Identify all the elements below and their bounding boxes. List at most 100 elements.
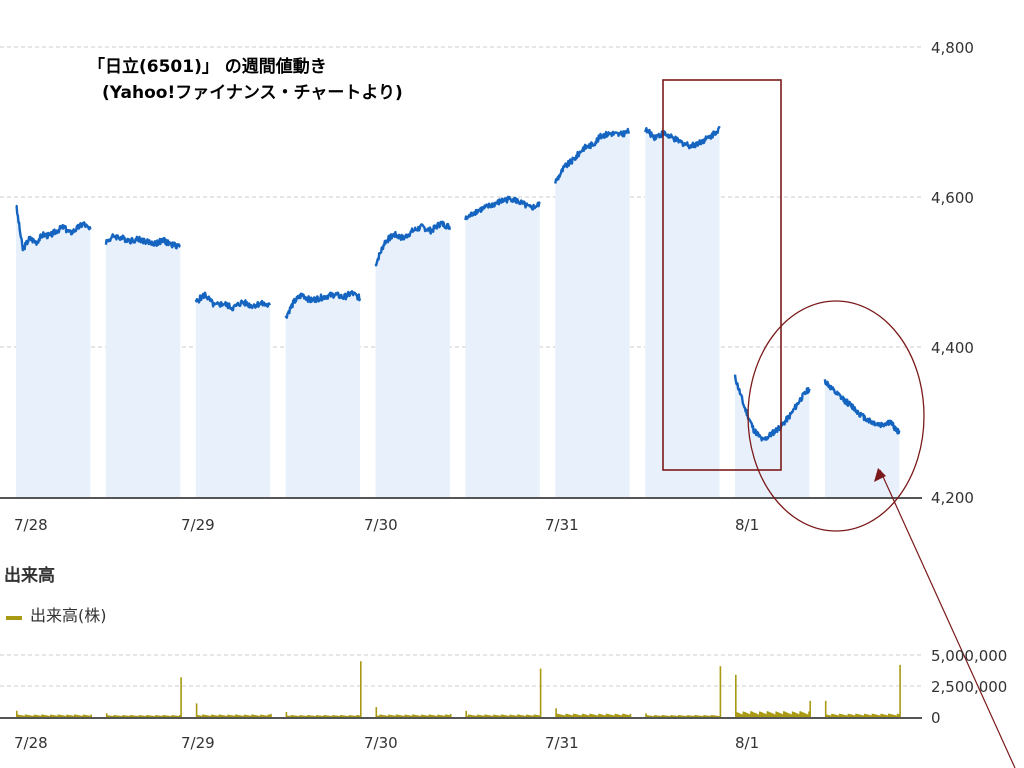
price-session-line [554, 127, 631, 184]
volume-bar [388, 714, 390, 717]
volume-bar [428, 714, 431, 717]
volume-bar [89, 715, 91, 717]
volume-bar [26, 714, 28, 717]
volume-bar [223, 715, 226, 717]
volume-bar [442, 715, 444, 717]
volume-bar [771, 713, 774, 717]
volume-bar [886, 715, 889, 717]
volume-bar [227, 714, 229, 717]
price-tick-label: 4,800 [931, 39, 974, 57]
volume-bar [414, 715, 417, 717]
volume-bar [803, 712, 805, 717]
volume-bar [86, 715, 89, 717]
volume-bar [87, 715, 90, 717]
volume-bar [624, 714, 627, 717]
volume-bar [588, 715, 590, 717]
volume-bar [413, 714, 415, 717]
volume-bar [846, 715, 848, 717]
volume-bar [503, 715, 505, 717]
volume-bar [375, 707, 378, 717]
volume-bar [70, 715, 72, 717]
volume-bar [699, 715, 701, 717]
volume-bar [683, 715, 685, 717]
price-session-line [15, 204, 92, 252]
volume-bar [300, 715, 303, 717]
volume-bar [175, 715, 177, 717]
volume-bar [153, 716, 156, 717]
volume-bar [148, 715, 151, 717]
volume-bar [625, 714, 628, 717]
volume-bar [565, 713, 567, 717]
annotation-arrow-line [879, 469, 1016, 768]
volume-bar [302, 715, 304, 717]
volume-bar [738, 713, 741, 717]
volume-bar [676, 716, 679, 717]
volume-bar [694, 715, 696, 717]
volume-bar [667, 715, 670, 717]
volume-bar [750, 711, 752, 717]
volume-bar [493, 714, 495, 717]
volume-bar [200, 715, 203, 717]
volume-bar [256, 715, 258, 717]
volume-bar [856, 714, 859, 717]
volume-bar [447, 715, 449, 717]
volume-bar [376, 715, 379, 717]
volume-bar [85, 715, 87, 717]
volume-bar [141, 715, 143, 717]
volume-bar [22, 715, 24, 717]
volume-bar [743, 712, 746, 717]
volume-bar [536, 715, 538, 717]
volume-bar [405, 714, 408, 717]
volume-bar [105, 713, 108, 717]
volume-bar [483, 715, 485, 717]
volume-bar [520, 715, 523, 717]
volume-legend-swatch [6, 616, 22, 620]
volume-bar [295, 715, 298, 717]
volume-bar [528, 715, 531, 717]
volume-bar [24, 714, 27, 717]
volume-bar [42, 714, 45, 717]
volume-bar [203, 714, 205, 717]
volume-bar [491, 715, 494, 717]
volume-bar [19, 715, 22, 717]
volume-bar [627, 714, 629, 717]
volume-bar [228, 714, 231, 717]
volume-bar [142, 715, 144, 717]
volume-bar [593, 714, 595, 717]
price-tick-label: 4,400 [931, 339, 974, 357]
volume-bar [409, 715, 412, 717]
price-x-tick-label: 8/1 [735, 516, 759, 534]
volume-bar [572, 713, 575, 717]
price-x-tick-label: 7/29 [181, 516, 215, 534]
volume-bar [777, 712, 780, 717]
volume-bar [596, 715, 599, 717]
volume-bar [378, 715, 380, 717]
volume-bar [852, 715, 855, 717]
volume-bar [619, 715, 622, 717]
volume-bar [500, 714, 503, 717]
volume-bar [404, 714, 407, 717]
volume-bar [114, 715, 117, 717]
volume-bar [397, 714, 399, 717]
volume-bar [859, 714, 861, 717]
volume-bar [780, 713, 782, 717]
volume-bar [760, 712, 762, 717]
volume-bar [805, 713, 808, 717]
volume-bar [131, 715, 133, 717]
volume-bar [448, 715, 451, 717]
volume-bar [198, 715, 200, 717]
volume-bar [896, 713, 899, 717]
volume-bar [870, 715, 872, 717]
volume-bar [708, 715, 710, 717]
volume-bar [139, 715, 142, 717]
volume-bar [614, 713, 617, 717]
volume-bar [709, 716, 712, 717]
volume-legend[interactable]: 出来高(株) [6, 602, 107, 626]
volume-bar [513, 715, 515, 717]
volume-x-tick-label: 7/30 [364, 734, 398, 752]
volume-bar [680, 715, 683, 717]
volume-bar [562, 715, 565, 717]
volume-bar [329, 715, 332, 717]
volume-bar [785, 712, 788, 717]
volume-bar [158, 715, 161, 717]
